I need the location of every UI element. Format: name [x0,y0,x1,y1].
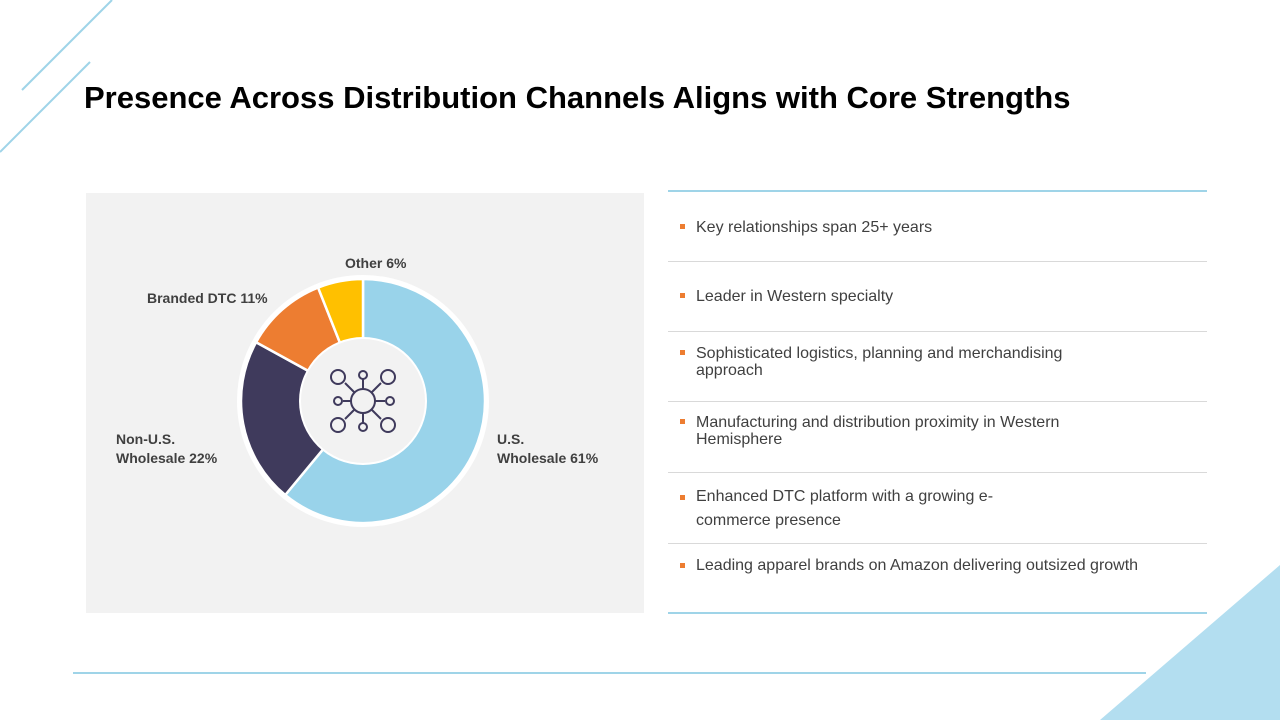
donut-slices [239,277,487,525]
network-hub-icon [330,369,396,433]
slice-label-non-us-wholesale-line1: Non-U.S. [116,431,175,447]
bullet-square-icon [680,350,685,355]
footer-divider [73,672,1146,674]
bullet-text: Key relationships span 25+ years [696,219,933,236]
slice-label-us-wholesale-line2: Wholesale 61% [497,450,599,466]
slice-label-branded-dtc: Branded DTC 11% [147,290,268,306]
bullet-panel-top-border [668,190,1207,192]
bullet-list-panel: Key relationships span 25+ years Leader … [668,190,1207,614]
bullet-panel-bottom-border [668,612,1207,614]
bullet-text: Manufacturing and distribution proximity… [696,414,1060,448]
bullet-square-icon [680,563,685,568]
bullet-square-icon [680,293,685,298]
chart-panel: U.S. Wholesale 61% Non-U.S. Wholesale 22… [86,193,644,613]
list-item: Manufacturing and distribution proximity… [668,402,1207,473]
slice-label-us-wholesale-line1: U.S. [497,431,524,447]
list-item: Leader in Western specialty [668,262,1207,332]
decorative-corner-triangle [1100,565,1280,720]
slice-label-non-us-wholesale-line2: Wholesale 22% [116,450,218,466]
list-item: Enhanced DTC platform with a growing e-c… [668,473,1207,544]
bullet-text: Sophisticated logistics, planning and me… [696,345,1063,379]
bullet-square-icon [680,224,685,229]
bullet-text: Leading apparel brands on Amazon deliver… [696,557,1139,574]
bullet-square-icon [680,419,685,424]
list-item: Key relationships span 25+ years [668,192,1207,262]
donut-chart: U.S. Wholesale 61% Non-U.S. Wholesale 22… [116,255,599,527]
page-title: Presence Across Distribution Channels Al… [84,80,1071,115]
list-item: Sophisticated logistics, planning and me… [668,332,1207,402]
bullet-text: Leader in Western specialty [696,288,894,305]
list-item: Leading apparel brands on Amazon deliver… [668,544,1207,612]
donut-hole [301,339,425,463]
decorative-diagonal-lines [0,0,113,153]
slice-label-other: Other 6% [345,255,407,271]
bullet-square-icon [680,495,685,500]
bullet-text: Enhanced DTC platform with a growing e-c… [696,488,994,529]
